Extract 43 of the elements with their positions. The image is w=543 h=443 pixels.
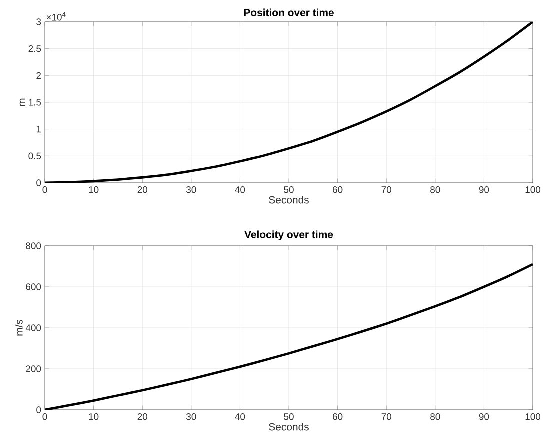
x-tick-label: 30 (186, 414, 196, 420)
x-tick-label: 80 (430, 186, 440, 194)
line-series (45, 22, 534, 183)
x-tick-label: 40 (235, 186, 246, 194)
x-tick-label: 80 (430, 414, 440, 420)
x-tick-label: 60 (333, 186, 343, 194)
x-tick-label: 50 (284, 414, 294, 420)
x-axis-title: Seconds (269, 196, 309, 204)
x-tick-label: 100 (526, 186, 541, 194)
x-tick-label: 60 (333, 414, 343, 420)
x-tick-label: 70 (382, 186, 392, 194)
x-tick-label: 0 (42, 186, 48, 194)
y-tick-label: 400 (26, 324, 42, 332)
y-tick-label: 0 (36, 180, 42, 186)
x-tick-label: 20 (138, 414, 148, 420)
y-tick-label: 1.5 (29, 99, 42, 106)
x-tick-label: 30 (186, 186, 196, 194)
y-axis-title: m (20, 98, 26, 106)
chart-title: Position over time (244, 8, 334, 16)
x-tick-label: 70 (382, 414, 392, 420)
line-series (45, 263, 534, 410)
y-axis-title: m/s (15, 320, 23, 336)
chart-title: Velocity over time (244, 230, 334, 240)
y-tick-label: 3 (36, 18, 42, 26)
text: ×10$^{4}$ (46, 12, 66, 21)
y-tick-label: 200 (26, 366, 42, 372)
x-tick-label: 100 (526, 414, 541, 420)
y-tick-label: 0.5 (28, 152, 42, 160)
y-tick-label: 0 (36, 406, 42, 414)
x-tick-label: 90 (479, 414, 490, 420)
x-tick-label: 90 (479, 186, 490, 194)
y-tick-label: 1 (36, 126, 42, 133)
x-tick-label: 10 (89, 186, 99, 194)
y-tick-label: 800 (26, 242, 42, 250)
x-axis-title: Seconds (269, 423, 309, 431)
x-tick-label: 20 (138, 186, 148, 194)
x-tick-label: 50 (284, 186, 294, 194)
x-tick-label: 0 (42, 414, 48, 420)
x-tick-label: 10 (89, 414, 99, 420)
y-tick-label: 2 (36, 72, 42, 79)
x-tick-label: 40 (235, 414, 246, 420)
y-tick-label: 2.5 (28, 45, 42, 52)
y-tick-label: 600 (26, 284, 42, 290)
